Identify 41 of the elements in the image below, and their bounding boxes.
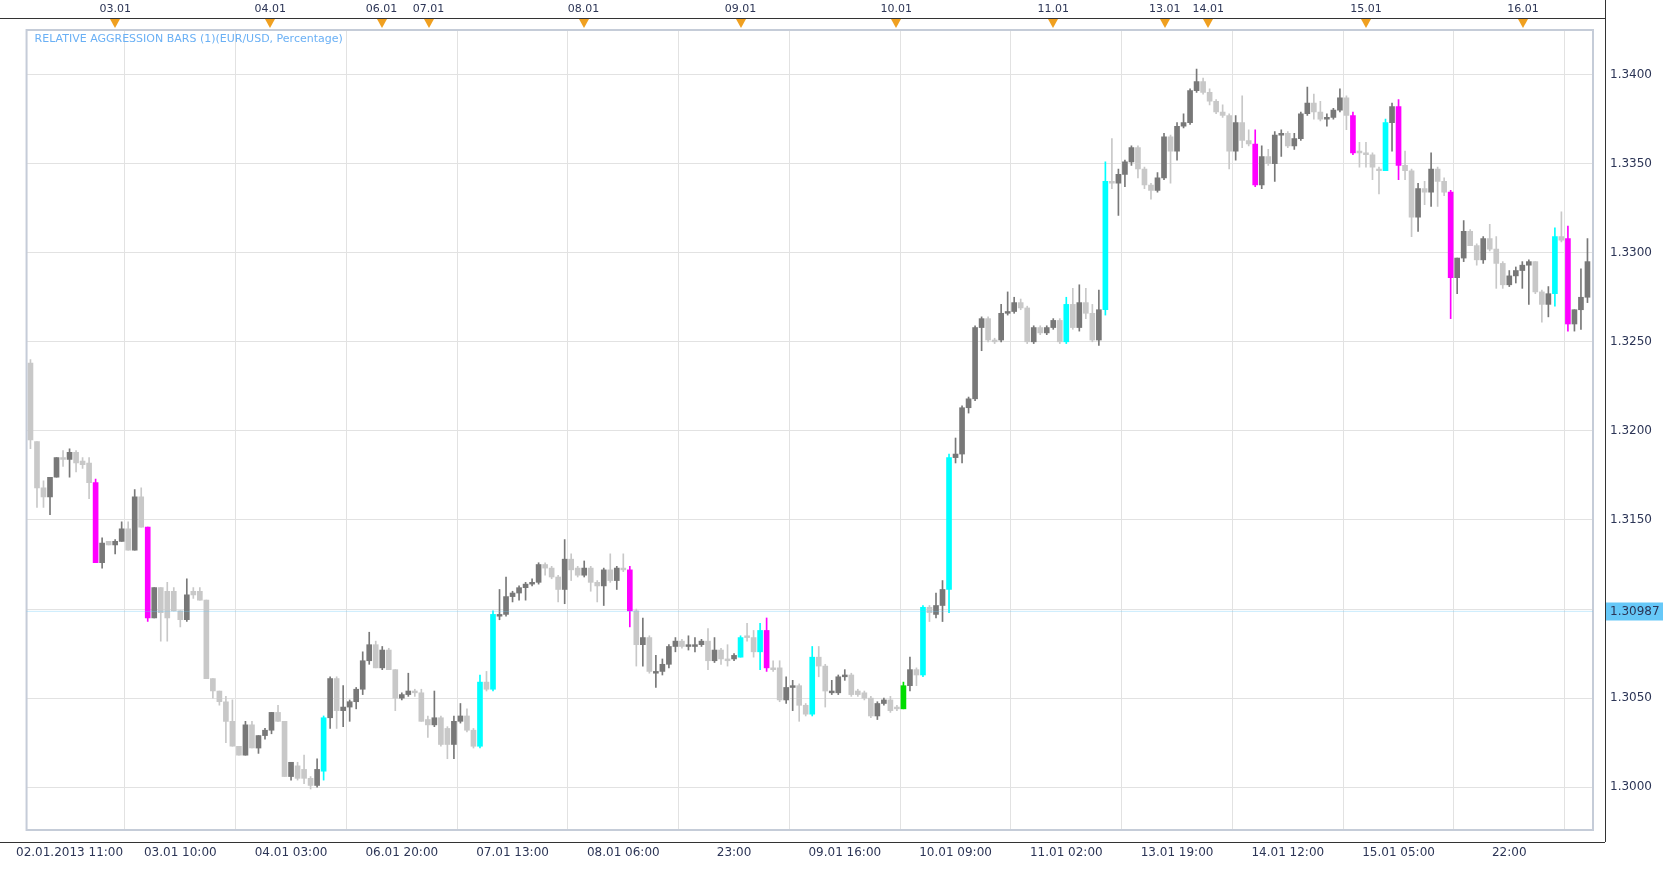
text: 13.01 xyxy=(1148,1,1181,15)
text: 07.01 xyxy=(412,1,445,15)
x-tick-label: 15.01 05:00 xyxy=(1362,845,1435,860)
x-tick-label: 02.01.2013 11:00 xyxy=(16,845,124,860)
x-tick-label: 07.01 13:00 xyxy=(476,845,549,860)
candlestick xyxy=(640,617,646,667)
y-tick-label: 1.3350 xyxy=(1610,155,1652,170)
text: 06.01 xyxy=(365,1,398,15)
x-tick-label: 22:00 xyxy=(1491,845,1527,860)
x-tick-label: 11.01 02:00 xyxy=(1029,845,1103,860)
text: 04.01 xyxy=(254,1,286,15)
y-tick-label: 1.3000 xyxy=(1610,779,1652,794)
y-tick-label: 1.3250 xyxy=(1610,333,1652,348)
text: 09.01 xyxy=(724,1,757,15)
x-tick-label: 03.01 10:00 xyxy=(143,845,217,860)
text: 10.01 xyxy=(880,1,913,15)
candlestick xyxy=(542,562,548,576)
ref-line-label: 1.30987 xyxy=(1610,603,1660,618)
candlestick xyxy=(340,685,346,727)
text: 15.01 xyxy=(1350,1,1382,15)
y-tick-label: 1.3200 xyxy=(1610,423,1652,438)
text: 08.01 xyxy=(567,1,600,15)
text: 16.01 xyxy=(1507,1,1539,15)
x-tick-label: 08.01 06:00 xyxy=(586,845,660,860)
text: 11.01 xyxy=(1037,1,1070,15)
x-tick-label: 06.01 20:00 xyxy=(365,845,439,860)
candlestick xyxy=(60,450,66,467)
y-tick-label: 1.3050 xyxy=(1610,690,1652,705)
x-tick-label: 14.01 12:00 xyxy=(1251,845,1325,860)
candlestick xyxy=(1109,138,1115,189)
x-tick-label: 09.01 16:00 xyxy=(808,845,882,860)
x-tick-label: 13.01 19:00 xyxy=(1140,845,1214,860)
text: 14.01 xyxy=(1192,1,1225,15)
y-tick-label: 1.3150 xyxy=(1610,512,1652,527)
chart-title: RELATIVE AGGRESSION BARS (1)(EUR/USD, Percentage) xyxy=(34,31,343,45)
y-tick-label: 1.3400 xyxy=(1610,66,1652,81)
y-tick-label: 1.3300 xyxy=(1610,244,1652,259)
x-tick-label: 10.01 09:00 xyxy=(919,845,992,860)
text: 03.01 xyxy=(99,1,131,15)
x-tick-label: 23:00 xyxy=(716,845,752,860)
x-tick-label: 04.01 03:00 xyxy=(254,845,328,860)
